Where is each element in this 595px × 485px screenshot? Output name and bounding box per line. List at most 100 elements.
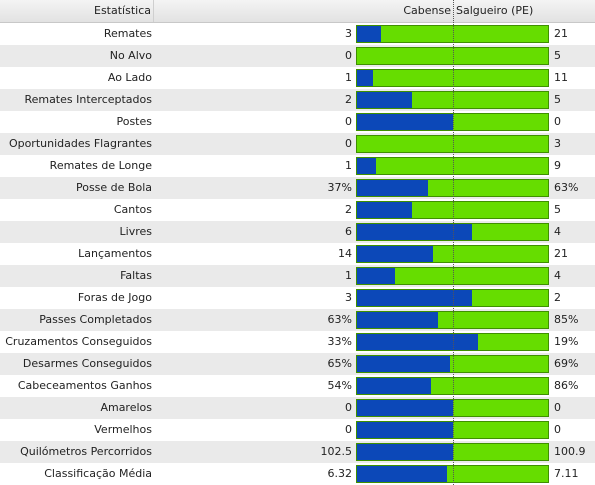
stat-label: Remates de Longe: [49, 159, 152, 172]
comparison-bar: [356, 201, 549, 219]
column-header-statistic[interactable]: Estatística: [0, 0, 154, 22]
table-row: Postes 0 0: [0, 111, 595, 133]
table-row: Passes Completados 63% 85%: [0, 309, 595, 331]
away-value: 5: [554, 49, 561, 62]
comparison-bar: [356, 355, 549, 373]
table-row: Quilómetros Percorridos 102.5 100.9: [0, 441, 595, 463]
home-value: 2: [345, 203, 352, 216]
table-row: Lançamentos 14 21: [0, 243, 595, 265]
home-value: 0: [345, 137, 352, 150]
home-value: 14: [338, 247, 352, 260]
stat-label: Livres: [119, 225, 152, 238]
home-value: 1: [345, 71, 352, 84]
away-value: 86%: [554, 379, 579, 392]
away-value: 0: [554, 115, 561, 128]
home-value: 102.5: [320, 445, 353, 458]
table-row: Classificação Média 6.32 7.11: [0, 463, 595, 485]
home-value: 6.32: [327, 467, 353, 480]
comparison-bar: [356, 25, 549, 43]
stat-label: Oportunidades Flagrantes: [8, 137, 152, 150]
home-share-bar: [357, 224, 472, 240]
stat-label: Quilómetros Percorridos: [20, 445, 152, 458]
stat-label: Posse de Bola: [75, 181, 152, 194]
comparison-bar: [356, 179, 549, 197]
away-value: 11: [554, 71, 568, 84]
away-value: 63%: [554, 181, 579, 194]
comparison-bar: [356, 223, 549, 241]
away-value: 21: [554, 247, 568, 260]
stat-label: Desarmes Conseguidos: [22, 357, 152, 370]
comparison-bar: [356, 267, 549, 285]
home-share-bar: [357, 356, 450, 372]
comparison-bar: [356, 47, 549, 65]
comparison-bar: [356, 311, 549, 329]
home-share-bar: [357, 114, 453, 130]
away-value: 21: [554, 27, 568, 40]
home-value: 65%: [327, 357, 352, 370]
comparison-bar: [356, 289, 549, 307]
away-value: 9: [554, 159, 561, 172]
column-header-home-team[interactable]: Cabense: [403, 4, 451, 17]
stats-rows: Remates 3 21 No Alvo 0 5 Ao Lado 1 11 Remates Int…: [0, 23, 595, 485]
comparison-bar: [356, 69, 549, 87]
stat-label: Remates: [103, 27, 152, 40]
stat-label: Cabeceamentos Ganhos: [17, 379, 152, 392]
away-value: 5: [554, 203, 561, 216]
home-share-bar: [357, 312, 438, 328]
stat-label: Classificação Média: [44, 467, 152, 480]
table-row: Cruzamentos Conseguidos 33% 19%: [0, 331, 595, 353]
home-value: 1: [345, 269, 352, 282]
comparison-bar: [356, 377, 549, 395]
stat-label: Remates Interceptados: [24, 93, 152, 106]
home-value: 0: [345, 49, 352, 62]
away-value: 69%: [554, 357, 579, 370]
home-value: 0: [345, 423, 352, 436]
table-row: Livres 6 4: [0, 221, 595, 243]
away-value: 0: [554, 423, 561, 436]
home-value: 1: [345, 159, 352, 172]
home-share-bar: [357, 202, 412, 218]
home-value: 3: [345, 27, 352, 40]
home-share-bar: [357, 334, 478, 350]
table-row: Cantos 2 5: [0, 199, 595, 221]
stat-label: Lançamentos: [78, 247, 152, 260]
away-value: 4: [554, 225, 561, 238]
stat-label: Faltas: [120, 269, 152, 282]
stat-label: Passes Completados: [39, 313, 152, 326]
home-share-bar: [357, 158, 376, 174]
home-share-bar: [357, 268, 395, 284]
home-value: 63%: [327, 313, 352, 326]
stat-label: No Alvo: [109, 49, 152, 62]
away-value: 5: [554, 93, 561, 106]
stat-label: Postes: [116, 115, 152, 128]
home-value: 0: [345, 115, 352, 128]
table-row: Ao Lado 1 11: [0, 67, 595, 89]
column-header-away-team[interactable]: Salgueiro (PE): [456, 4, 534, 17]
table-row: Desarmes Conseguidos 65% 69%: [0, 353, 595, 375]
comparison-bar: [356, 157, 549, 175]
away-value: 0: [554, 401, 561, 414]
comparison-bar: [356, 333, 549, 351]
stat-label: Amarelos: [100, 401, 152, 414]
home-value: 33%: [327, 335, 352, 348]
comparison-bar: [356, 245, 549, 263]
stat-label: Cantos: [113, 203, 152, 216]
home-share-bar: [357, 26, 381, 42]
away-value: 85%: [554, 313, 579, 326]
comparison-bar: [356, 135, 549, 153]
home-share-bar: [357, 422, 453, 438]
column-header-statistic-label: Estatística: [94, 4, 151, 17]
comparison-bar: [356, 465, 549, 483]
table-row: Vermelhos 0 0: [0, 419, 595, 441]
stat-label: Cruzamentos Conseguidos: [5, 335, 152, 348]
home-share-bar: [357, 466, 447, 482]
away-value: 4: [554, 269, 561, 282]
comparison-bar: [356, 443, 549, 461]
away-value: 7.11: [554, 467, 579, 480]
home-share-bar: [357, 378, 431, 394]
table-row: Foras de Jogo 3 2: [0, 287, 595, 309]
home-value: 0: [345, 401, 352, 414]
table-header: Estatística Cabense Salgueiro (PE): [0, 0, 595, 23]
home-share-bar: [357, 70, 373, 86]
